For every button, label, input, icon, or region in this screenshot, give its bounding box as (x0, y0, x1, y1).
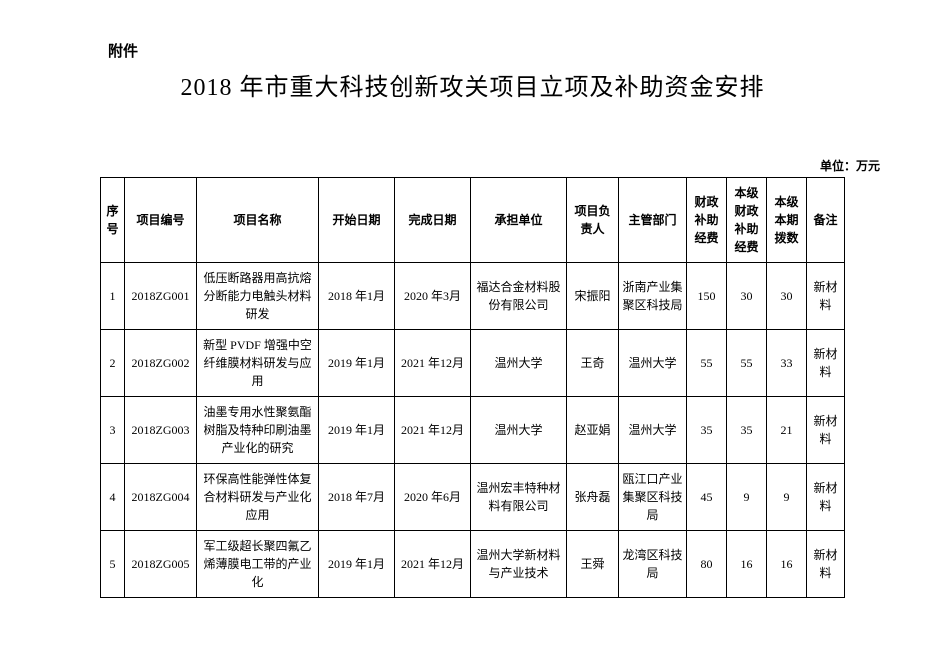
cell-seq: 4 (101, 464, 125, 531)
cell-code: 2018ZG004 (125, 464, 197, 531)
col-note: 备注 (807, 178, 845, 263)
table-row: 3 2018ZG003 油墨专用水性聚氨酯树脂及特种印刷油墨产业化的研究 201… (101, 397, 845, 464)
cell-note: 新材料 (807, 397, 845, 464)
table-row: 1 2018ZG001 低压断路器用高抗熔分断能力电触头材料研发 2018 年1… (101, 263, 845, 330)
cell-lead: 王舜 (567, 531, 619, 598)
table-row: 2 2018ZG002 新型 PVDF 增强中空纤维膜材料研发与应用 2019 … (101, 330, 845, 397)
cell-f3: 16 (767, 531, 807, 598)
col-seq: 序号 (101, 178, 125, 263)
table-header-row: 序号 项目编号 项目名称 开始日期 完成日期 承担单位 项目负责人 主管部门 财… (101, 178, 845, 263)
cell-lead: 张舟磊 (567, 464, 619, 531)
col-end: 完成日期 (395, 178, 471, 263)
cell-f2: 30 (727, 263, 767, 330)
cell-end: 2021 年12月 (395, 397, 471, 464)
col-unit: 承担单位 (471, 178, 567, 263)
cell-f1: 150 (687, 263, 727, 330)
cell-code: 2018ZG003 (125, 397, 197, 464)
projects-table: 序号 项目编号 项目名称 开始日期 完成日期 承担单位 项目负责人 主管部门 财… (100, 177, 845, 598)
cell-f1: 80 (687, 531, 727, 598)
cell-name: 新型 PVDF 增强中空纤维膜材料研发与应用 (197, 330, 319, 397)
cell-f2: 9 (727, 464, 767, 531)
col-f1: 财政补助经费 (687, 178, 727, 263)
cell-f1: 45 (687, 464, 727, 531)
table-row: 4 2018ZG004 环保高性能弹性体复合材料研发与产业化应用 2018 年7… (101, 464, 845, 531)
cell-seq: 5 (101, 531, 125, 598)
cell-seq: 1 (101, 263, 125, 330)
unit-label: 单位：万元 (30, 157, 880, 174)
cell-code: 2018ZG001 (125, 263, 197, 330)
col-code: 项目编号 (125, 178, 197, 263)
cell-note: 新材料 (807, 531, 845, 598)
cell-f3: 33 (767, 330, 807, 397)
cell-f3: 30 (767, 263, 807, 330)
cell-seq: 2 (101, 330, 125, 397)
cell-unit: 温州大学 (471, 397, 567, 464)
cell-dept: 龙湾区科技局 (619, 531, 687, 598)
cell-unit: 温州大学新材料与产业技术 (471, 531, 567, 598)
cell-end: 2021 年12月 (395, 531, 471, 598)
col-name: 项目名称 (197, 178, 319, 263)
cell-f2: 16 (727, 531, 767, 598)
col-f3: 本级本期拨数 (767, 178, 807, 263)
cell-lead: 赵亚娟 (567, 397, 619, 464)
page-title: 2018 年市重大科技创新攻关项目立项及补助资金安排 (30, 67, 915, 102)
cell-start: 2018 年1月 (319, 263, 395, 330)
cell-code: 2018ZG005 (125, 531, 197, 598)
attachment-label: 附件 (108, 40, 915, 61)
cell-dept: 温州大学 (619, 397, 687, 464)
cell-unit: 温州宏丰特种材料有限公司 (471, 464, 567, 531)
cell-code: 2018ZG002 (125, 330, 197, 397)
cell-start: 2019 年1月 (319, 531, 395, 598)
cell-f2: 55 (727, 330, 767, 397)
cell-start: 2018 年7月 (319, 464, 395, 531)
cell-note: 新材料 (807, 263, 845, 330)
cell-start: 2019 年1月 (319, 397, 395, 464)
cell-name: 军工级超长聚四氟乙烯薄膜电工带的产业化 (197, 531, 319, 598)
cell-note: 新材料 (807, 464, 845, 531)
cell-end: 2020 年6月 (395, 464, 471, 531)
cell-f1: 55 (687, 330, 727, 397)
cell-name: 低压断路器用高抗熔分断能力电触头材料研发 (197, 263, 319, 330)
cell-end: 2021 年12月 (395, 330, 471, 397)
table-body: 1 2018ZG001 低压断路器用高抗熔分断能力电触头材料研发 2018 年1… (101, 263, 845, 598)
cell-name: 油墨专用水性聚氨酯树脂及特种印刷油墨产业化的研究 (197, 397, 319, 464)
col-f2: 本级财政补助经费 (727, 178, 767, 263)
cell-start: 2019 年1月 (319, 330, 395, 397)
cell-end: 2020 年3月 (395, 263, 471, 330)
cell-lead: 宋振阳 (567, 263, 619, 330)
col-start: 开始日期 (319, 178, 395, 263)
col-lead: 项目负责人 (567, 178, 619, 263)
cell-unit: 温州大学 (471, 330, 567, 397)
cell-note: 新材料 (807, 330, 845, 397)
col-dept: 主管部门 (619, 178, 687, 263)
table-row: 5 2018ZG005 军工级超长聚四氟乙烯薄膜电工带的产业化 2019 年1月… (101, 531, 845, 598)
cell-dept: 温州大学 (619, 330, 687, 397)
cell-f1: 35 (687, 397, 727, 464)
cell-seq: 3 (101, 397, 125, 464)
cell-unit: 福达合金材料股份有限公司 (471, 263, 567, 330)
cell-name: 环保高性能弹性体复合材料研发与产业化应用 (197, 464, 319, 531)
cell-f2: 35 (727, 397, 767, 464)
cell-lead: 王奇 (567, 330, 619, 397)
cell-f3: 21 (767, 397, 807, 464)
cell-dept: 瓯江口产业集聚区科技局 (619, 464, 687, 531)
cell-dept: 浙南产业集聚区科技局 (619, 263, 687, 330)
cell-f3: 9 (767, 464, 807, 531)
